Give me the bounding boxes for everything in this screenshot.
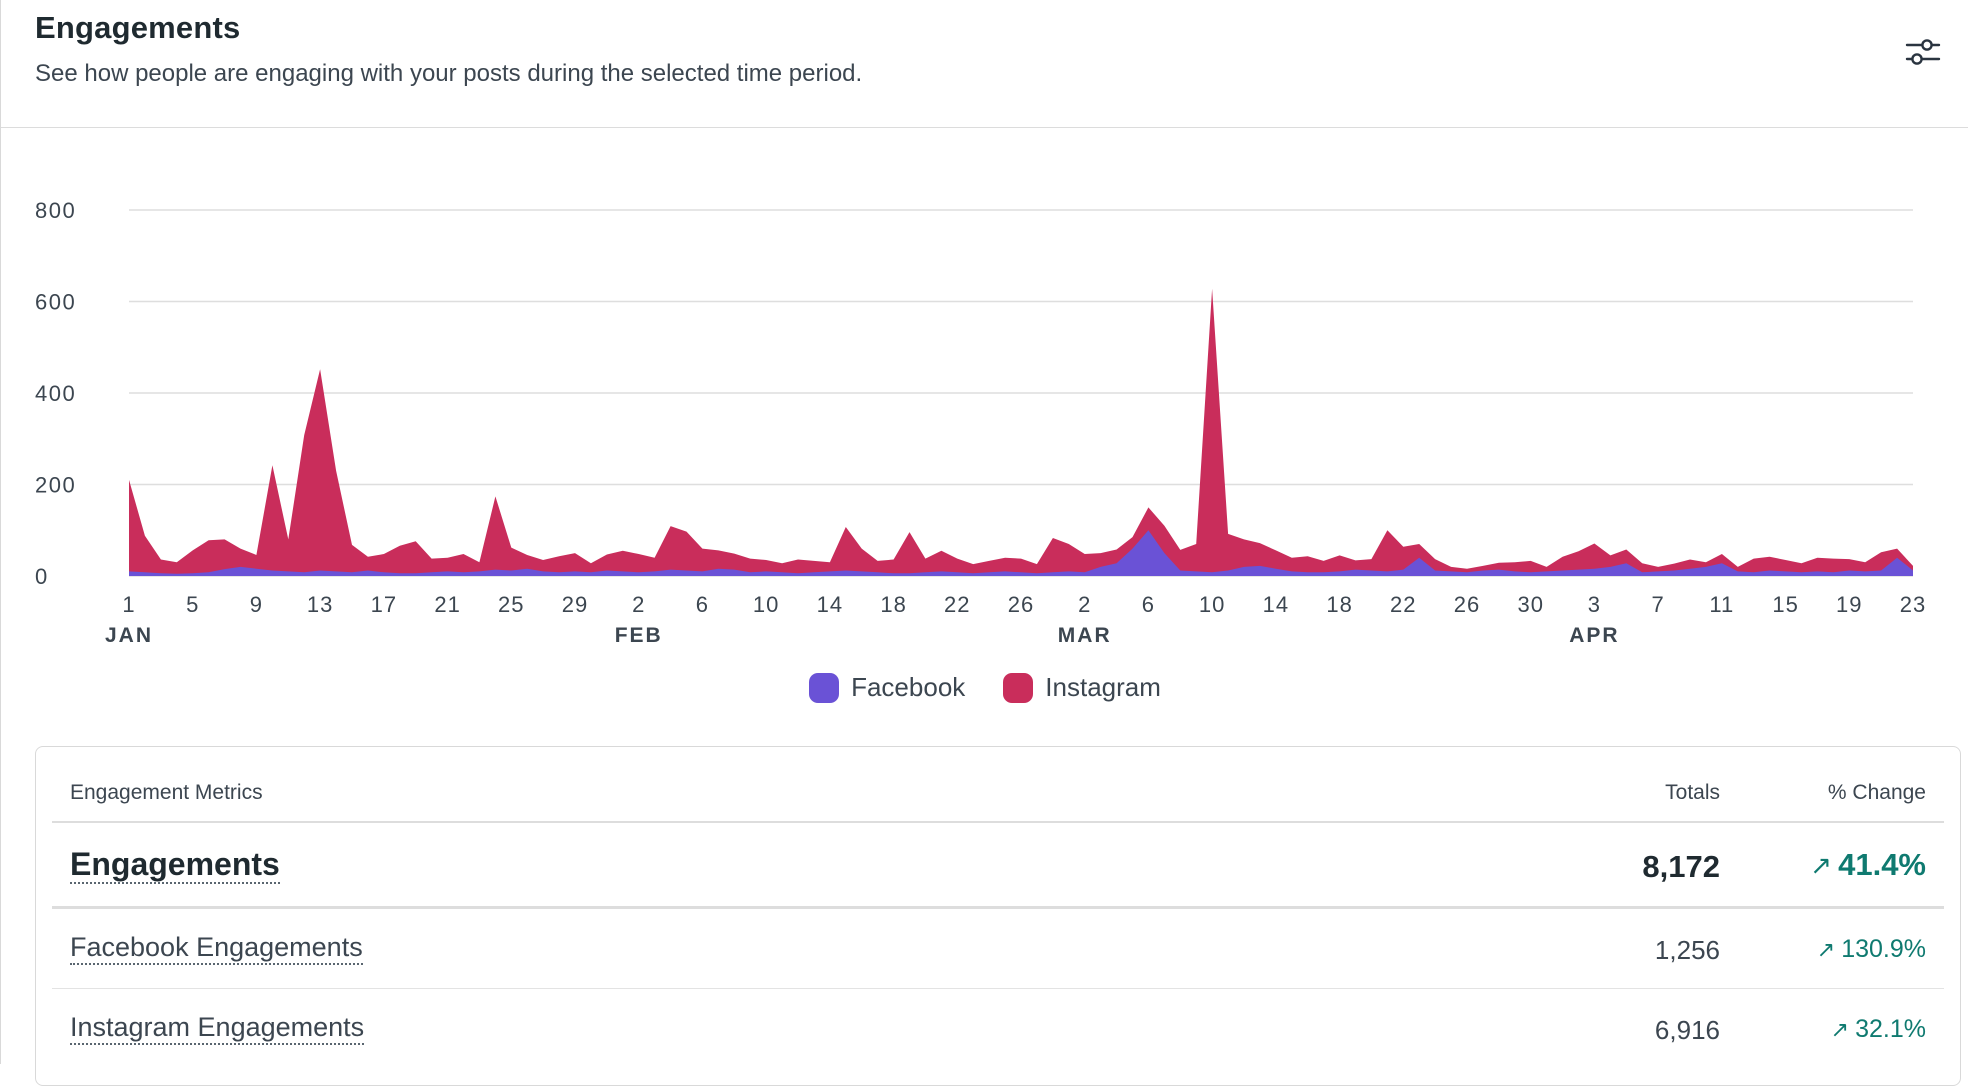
y-tick-label: 200 (35, 473, 76, 498)
x-tick-label: 18 (880, 592, 906, 617)
column-header-totals: Totals (1665, 781, 1720, 804)
month-label: APR (1569, 624, 1619, 647)
month-label: FEB (615, 624, 663, 647)
sliders-icon (1905, 39, 1941, 65)
legend-label-facebook: Facebook (851, 672, 966, 702)
y-tick-label: 800 (35, 198, 76, 223)
column-header-metrics: Engagement Metrics (70, 781, 263, 804)
metric-change-value: 130.9% (1841, 935, 1926, 963)
x-tick-label: 3 (1588, 592, 1601, 617)
metric-name-instagram[interactable]: Instagram Engagements (70, 1012, 365, 1045)
trend-up-icon: ↗ (1816, 936, 1836, 962)
x-tick-label: 23 (1900, 592, 1926, 617)
month-label: JAN (105, 624, 153, 647)
metric-change-value: 41.4% (1838, 847, 1926, 882)
facebook-swatch (809, 672, 840, 703)
x-tick-label: 1 (122, 592, 135, 617)
metric-total-engagements: 8,172 (1642, 849, 1720, 884)
metric-total-instagram: 6,916 (1654, 1015, 1720, 1045)
metric-name-engagements[interactable]: Engagements (70, 846, 280, 885)
x-tick-label: 21 (434, 592, 460, 617)
chart-legend: Facebook Instagram (1, 672, 1968, 703)
engagement-metrics-table: Engagement Metrics Totals % Change Engag… (35, 746, 1961, 1086)
legend-item-facebook[interactable]: Facebook (809, 672, 965, 703)
x-tick-label: 9 (250, 592, 263, 617)
y-tick-label: 0 (35, 564, 49, 589)
x-tick-label: 11 (1709, 592, 1734, 617)
x-tick-label: 5 (186, 592, 199, 617)
metric-change-value: 32.1% (1855, 1015, 1926, 1043)
x-tick-label: 19 (1836, 592, 1862, 617)
instagram-swatch (1003, 672, 1034, 703)
x-tick-label: 6 (1142, 592, 1155, 617)
facebook-area (129, 530, 1913, 576)
metric-name-facebook[interactable]: Facebook Engagements (70, 932, 363, 965)
legend-label-instagram: Instagram (1045, 672, 1161, 702)
x-tick-label: 14 (817, 592, 843, 617)
x-tick-label: 14 (1263, 592, 1289, 617)
x-tick-label: 7 (1652, 592, 1665, 617)
panel-header: Engagements See how people are engaging … (1, 0, 1968, 128)
x-tick-label: 30 (1517, 592, 1543, 617)
metrics-table-header: Engagement Metrics Totals % Change (52, 747, 1944, 823)
x-tick-label: 10 (753, 592, 779, 617)
chart-settings-button[interactable] (1901, 32, 1945, 72)
legend-item-instagram[interactable]: Instagram (1003, 672, 1161, 703)
x-tick-label: 6 (696, 592, 709, 617)
trend-up-icon: ↗ (1810, 849, 1833, 880)
page-title: Engagements (35, 10, 241, 45)
x-tick-label: 2 (1078, 592, 1091, 617)
x-tick-label: 22 (944, 592, 970, 617)
x-tick-label: 25 (498, 592, 524, 617)
y-tick-label: 600 (35, 290, 76, 315)
page-subtitle: See how people are engaging with your po… (35, 60, 863, 87)
metric-change-engagements: ↗ 41.4% (1810, 847, 1926, 883)
metric-change-facebook: ↗ 130.9% (1817, 935, 1926, 964)
x-tick-label: 26 (1008, 592, 1034, 617)
metric-change-instagram: ↗ 32.1% (1831, 1015, 1926, 1044)
x-tick-label: 17 (371, 592, 397, 617)
x-tick-label: 10 (1199, 592, 1225, 617)
x-tick-label: 15 (1772, 592, 1798, 617)
instagram-area (129, 288, 1913, 576)
metrics-row-instagram: Instagram Engagements 6,916 ↗ 32.1% (52, 989, 1944, 1069)
engagements-chart: 0 200 400 600 800 1 5 9 13 17 21 25 29 2 6 10 14 18 22 26 2 6… (1, 128, 1968, 728)
x-tick-label: 26 (1454, 592, 1480, 617)
column-header-change: % Change (1827, 781, 1926, 804)
x-tick-label: 13 (307, 592, 333, 617)
x-tick-label: 2 (632, 592, 645, 617)
y-tick-label: 400 (35, 381, 76, 406)
trend-up-icon: ↗ (1830, 1016, 1850, 1042)
metrics-row-engagements: Engagements 8,172 ↗ 41.4% (52, 823, 1944, 909)
metric-total-facebook: 1,256 (1654, 935, 1720, 965)
month-label: MAR (1058, 624, 1112, 647)
metrics-row-facebook: Facebook Engagements 1,256 ↗ 130.9% (52, 909, 1944, 989)
x-tick-label: 29 (562, 592, 588, 617)
x-tick-label: 22 (1390, 592, 1416, 617)
x-tick-label: 18 (1326, 592, 1352, 617)
